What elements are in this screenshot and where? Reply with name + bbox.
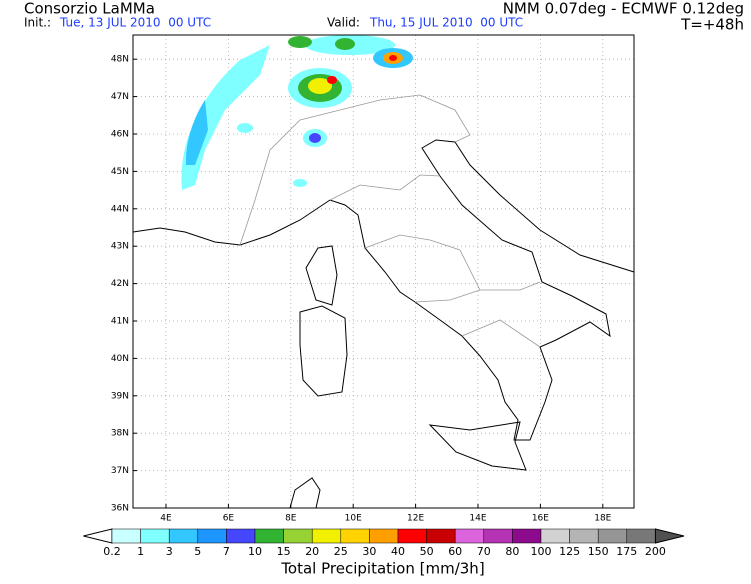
- colorbar-label: 30: [362, 545, 376, 558]
- colorbar-label: 125: [559, 545, 580, 558]
- colorbar-label: 200: [645, 545, 666, 558]
- border: [239, 94, 471, 246]
- border: [329, 174, 441, 201]
- precip-area: [308, 78, 332, 94]
- precip-area: [293, 179, 307, 187]
- precip-area: [335, 38, 355, 50]
- colorbar-bin: [226, 528, 256, 544]
- map-frame: [132, 34, 635, 509]
- lat-label: 36N: [111, 504, 129, 514]
- lon-label: 4E: [160, 514, 172, 524]
- north-africa: [289, 477, 321, 509]
- colorbar-label: 3: [166, 545, 173, 558]
- precipitation: [181, 35, 413, 190]
- colorbar-bin: [454, 528, 485, 544]
- lat-label: 40N: [111, 354, 129, 364]
- init-value: Tue, 13 JUL 2010 00 UTC: [59, 16, 211, 30]
- colorbar-high-arrow: [654, 528, 685, 544]
- lat-label: 37N: [111, 466, 129, 476]
- lat-label: 44N: [111, 204, 129, 214]
- precip-area: [185, 100, 208, 165]
- sardinia: [299, 305, 348, 397]
- colorbar-bin: [311, 528, 342, 544]
- valid-label: Valid:: [327, 16, 360, 30]
- map: 36N 37N 38N 39N 40N 41N 42N 43N 44N 45N 46N 47N 48N 4…: [111, 34, 635, 524]
- colorbar-bin: [512, 528, 542, 544]
- lon-label: 12E: [407, 514, 424, 524]
- precip-area: [181, 45, 270, 190]
- lat-label: 47N: [111, 92, 129, 102]
- colorbar-bin: [426, 528, 456, 544]
- right-title: NMM 0.07deg - ECMWF 0.12deg: [503, 0, 744, 18]
- colorbar-bin: [569, 528, 599, 544]
- colorbar-label: 40: [391, 545, 405, 558]
- colorbar-title: Total Precipitation [mm/3h]: [280, 560, 484, 578]
- colorbar-label: 175: [616, 545, 637, 558]
- precip-area: [389, 55, 397, 61]
- border: [364, 234, 541, 291]
- valid-value: Thu, 15 JUL 2010 00 UTC: [369, 16, 523, 30]
- colorbar-label: 10: [248, 545, 262, 558]
- colorbar-label: 150: [588, 545, 609, 558]
- colorbar-bin: [483, 528, 513, 544]
- precip-area: [327, 76, 337, 84]
- lon-label: 18E: [594, 514, 611, 524]
- lat-label: 41N: [111, 317, 129, 327]
- colorbar-label: 25: [334, 545, 348, 558]
- lat-label: 42N: [111, 279, 129, 289]
- colorbar-label: 20: [305, 545, 319, 558]
- colorbar-low-arrow: [83, 528, 113, 544]
- colorbar-label: 1: [137, 545, 144, 558]
- colorbar-bin: [397, 528, 427, 544]
- borders: [239, 94, 541, 348]
- colorbar-label: 5: [194, 545, 201, 558]
- lon-label: 10E: [345, 514, 362, 524]
- lon-label: 8E: [285, 514, 297, 524]
- precip-area: [237, 123, 253, 133]
- colorbar-bin: [168, 528, 199, 544]
- colorbar-bin: [369, 528, 399, 544]
- lat-label: 39N: [111, 391, 129, 401]
- sicily: [428, 421, 527, 471]
- forecast-step: T=+48h: [680, 16, 744, 34]
- colorbar-label: 15: [277, 545, 291, 558]
- lat-label: 48N: [111, 55, 129, 65]
- init-label: Init.:: [24, 16, 51, 30]
- corsica: [305, 245, 338, 306]
- colorbar-bin: [626, 528, 656, 544]
- colorbar-label: 0.2: [103, 545, 121, 558]
- precip-area: [288, 36, 312, 48]
- colorbar-bin: [111, 528, 141, 544]
- colorbar-label: 80: [505, 545, 519, 558]
- colorbar-bin: [340, 528, 370, 544]
- colorbar-label: 60: [448, 545, 462, 558]
- colorbar-bin: [283, 528, 313, 544]
- lat-label: 45N: [111, 167, 129, 177]
- border: [414, 289, 541, 348]
- precip-area: [309, 133, 321, 143]
- lat-label: 38N: [111, 429, 129, 439]
- coastline: [132, 139, 635, 441]
- colorbar-label: 7: [223, 545, 230, 558]
- lon-label: 14E: [469, 514, 486, 524]
- colorbar-bin: [540, 528, 570, 544]
- colorbar-bin: [597, 528, 628, 544]
- colorbar-bin: [254, 528, 284, 544]
- colorbar-label: 70: [477, 545, 491, 558]
- lat-label: 43N: [111, 242, 129, 252]
- lon-label: 6E: [223, 514, 235, 524]
- lon-label: 16E: [532, 514, 549, 524]
- colorbar: 0.2 1 3 5 7 10 15 20 25 30 40 50 60 70 80 100 125 150 175 2…: [83, 528, 685, 558]
- colorbar-bin: [140, 528, 170, 544]
- colorbar-label: 100: [531, 545, 552, 558]
- graticule: 36N 37N 38N 39N 40N 41N 42N 43N 44N 45N 46N 47N 48N 4…: [111, 35, 634, 524]
- colorbar-label: 50: [420, 545, 434, 558]
- left-title: Consorzio LaMMa: [24, 0, 155, 18]
- colorbar-bin: [197, 528, 227, 544]
- lat-label: 46N: [111, 130, 129, 140]
- coastlines: [132, 139, 635, 509]
